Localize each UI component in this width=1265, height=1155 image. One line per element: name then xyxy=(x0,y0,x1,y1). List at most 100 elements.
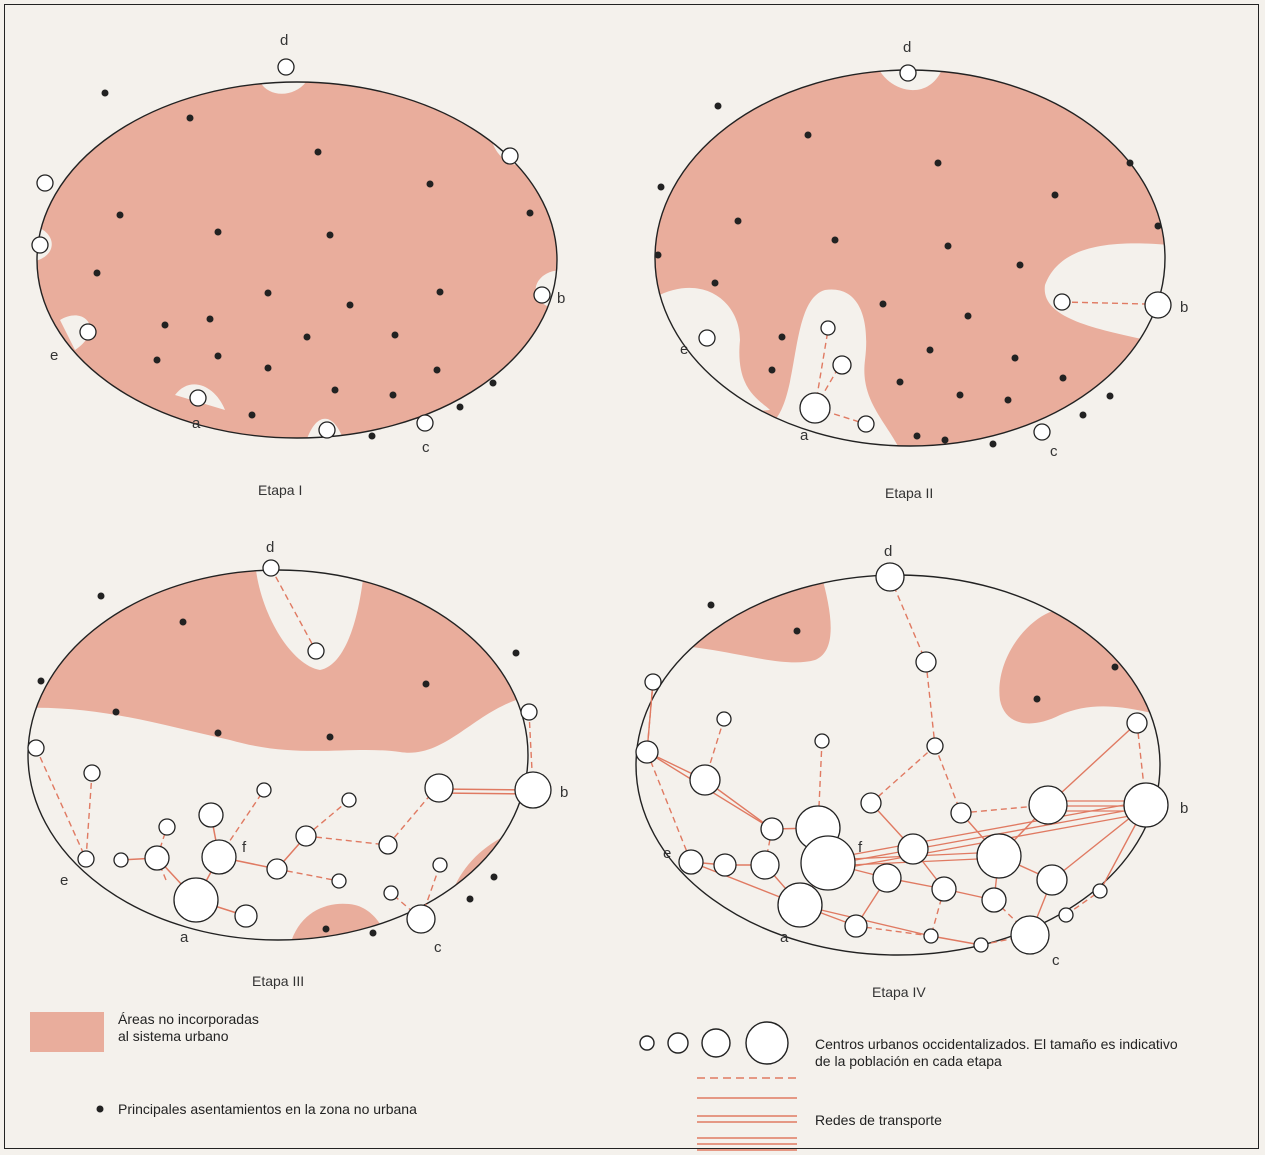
urban-center-b xyxy=(533,286,551,304)
settlement-dot xyxy=(161,321,169,329)
settlement-dot xyxy=(956,391,964,399)
transport-road xyxy=(646,681,654,753)
region-outline xyxy=(36,81,558,439)
node-label-d: d xyxy=(903,39,911,56)
urban-center xyxy=(857,415,875,433)
panel-title: Etapa III xyxy=(252,973,304,989)
node-label-e: e xyxy=(680,341,688,358)
urban-center-f xyxy=(201,839,237,875)
node-label-d: d xyxy=(280,32,288,49)
urban-center xyxy=(931,876,957,902)
urban-centers xyxy=(31,58,551,439)
urban-center xyxy=(1036,864,1068,896)
settlement-dot xyxy=(707,601,715,609)
settlement-dot xyxy=(264,289,272,297)
urban-center xyxy=(198,802,224,828)
urban-center-b xyxy=(514,771,552,809)
urban-zone-a xyxy=(760,289,900,446)
node-label-b: b xyxy=(1180,800,1188,817)
urban-center xyxy=(844,914,868,938)
settlement-dot xyxy=(1059,374,1067,382)
node-label-c: c xyxy=(422,439,430,456)
settlement-dot xyxy=(1111,663,1119,671)
area-no-incorporada xyxy=(999,611,1160,724)
node-label-c: c xyxy=(1050,443,1058,460)
urban-center-e xyxy=(698,329,716,347)
node-label-e: e xyxy=(50,347,58,364)
node-label-c: c xyxy=(1052,952,1060,969)
urban-center xyxy=(760,817,784,841)
settlement-dot xyxy=(93,269,101,277)
settlement-dot xyxy=(391,331,399,339)
urban-zone-d xyxy=(255,570,365,670)
urban-center-d xyxy=(875,562,905,592)
settlement-dot xyxy=(926,346,934,354)
panel-etapa-2: d b e a c Etapa II xyxy=(654,39,1188,501)
transport-road xyxy=(930,935,982,946)
urban-center-b xyxy=(1123,782,1169,828)
urban-center xyxy=(158,818,176,836)
settlement-dot xyxy=(426,180,434,188)
settlement-dot xyxy=(989,440,997,448)
area-no-incorporada xyxy=(37,82,557,438)
figure-frame xyxy=(4,4,1259,1149)
settlement-dot xyxy=(346,301,354,309)
settlement-dot xyxy=(101,89,109,97)
urban-center xyxy=(814,733,830,749)
settlement-dot xyxy=(153,356,161,364)
transport-link xyxy=(305,835,389,846)
legend-settlements-label: Principales asentamientos en la zona no … xyxy=(118,1101,417,1117)
node-label-e: e xyxy=(663,845,671,862)
settlement-dot xyxy=(322,925,330,933)
node-label-b: b xyxy=(1180,299,1188,316)
urban-center-a xyxy=(173,877,219,923)
transport-link xyxy=(1061,301,1146,305)
settlement-dot xyxy=(422,680,430,688)
urban-center xyxy=(307,642,325,660)
legend-center-l xyxy=(745,1021,789,1065)
transport-trunk xyxy=(827,806,1147,866)
urban-center xyxy=(713,853,737,877)
transport-link xyxy=(870,745,936,804)
legend-center-s xyxy=(667,1032,689,1054)
urban-center xyxy=(644,673,662,691)
urban-center xyxy=(341,792,357,808)
urban-center xyxy=(750,850,780,880)
legend-area-label: Áreas no incorporadas al sistema urbano xyxy=(118,1011,259,1045)
urban-center xyxy=(1053,293,1071,311)
settlement-dot xyxy=(303,333,311,341)
transport-link xyxy=(1136,722,1147,806)
urban-center xyxy=(897,833,929,865)
urban-center-d xyxy=(899,64,917,82)
settlement-dot xyxy=(436,288,444,296)
urban-notch-d xyxy=(258,82,310,94)
urban-center xyxy=(383,885,399,901)
area-no-incorporada xyxy=(655,70,1165,446)
settlement-dot xyxy=(116,211,124,219)
settlement-dot xyxy=(314,148,322,156)
settlement-dot xyxy=(214,729,222,737)
urban-center xyxy=(973,937,989,953)
node-label-f: f xyxy=(242,839,247,856)
legend-line-triple xyxy=(697,1137,797,1151)
urban-center xyxy=(27,739,45,757)
urban-center xyxy=(915,651,937,673)
urban-center xyxy=(1010,915,1050,955)
legend-centers-label: Centros urbanos occidentalizados. El tam… xyxy=(815,1036,1178,1070)
urban-center-a xyxy=(189,389,207,407)
urban-center xyxy=(31,236,49,254)
urban-center xyxy=(926,737,944,755)
urban-center xyxy=(256,782,272,798)
area-no-incorporada xyxy=(450,825,528,900)
urban-center xyxy=(923,928,939,944)
transport-road xyxy=(1047,722,1138,806)
node-label-d: d xyxy=(266,539,274,556)
settlement-dot xyxy=(1016,261,1024,269)
legend-dot xyxy=(96,1105,104,1113)
settlement-dot xyxy=(1079,411,1087,419)
urban-center-e xyxy=(79,323,97,341)
panel-etapa-1: d b e a c Etapa I xyxy=(31,32,565,498)
settlement-dot xyxy=(657,183,665,191)
urban-center-c xyxy=(416,414,434,432)
urban-center-d xyxy=(262,559,280,577)
